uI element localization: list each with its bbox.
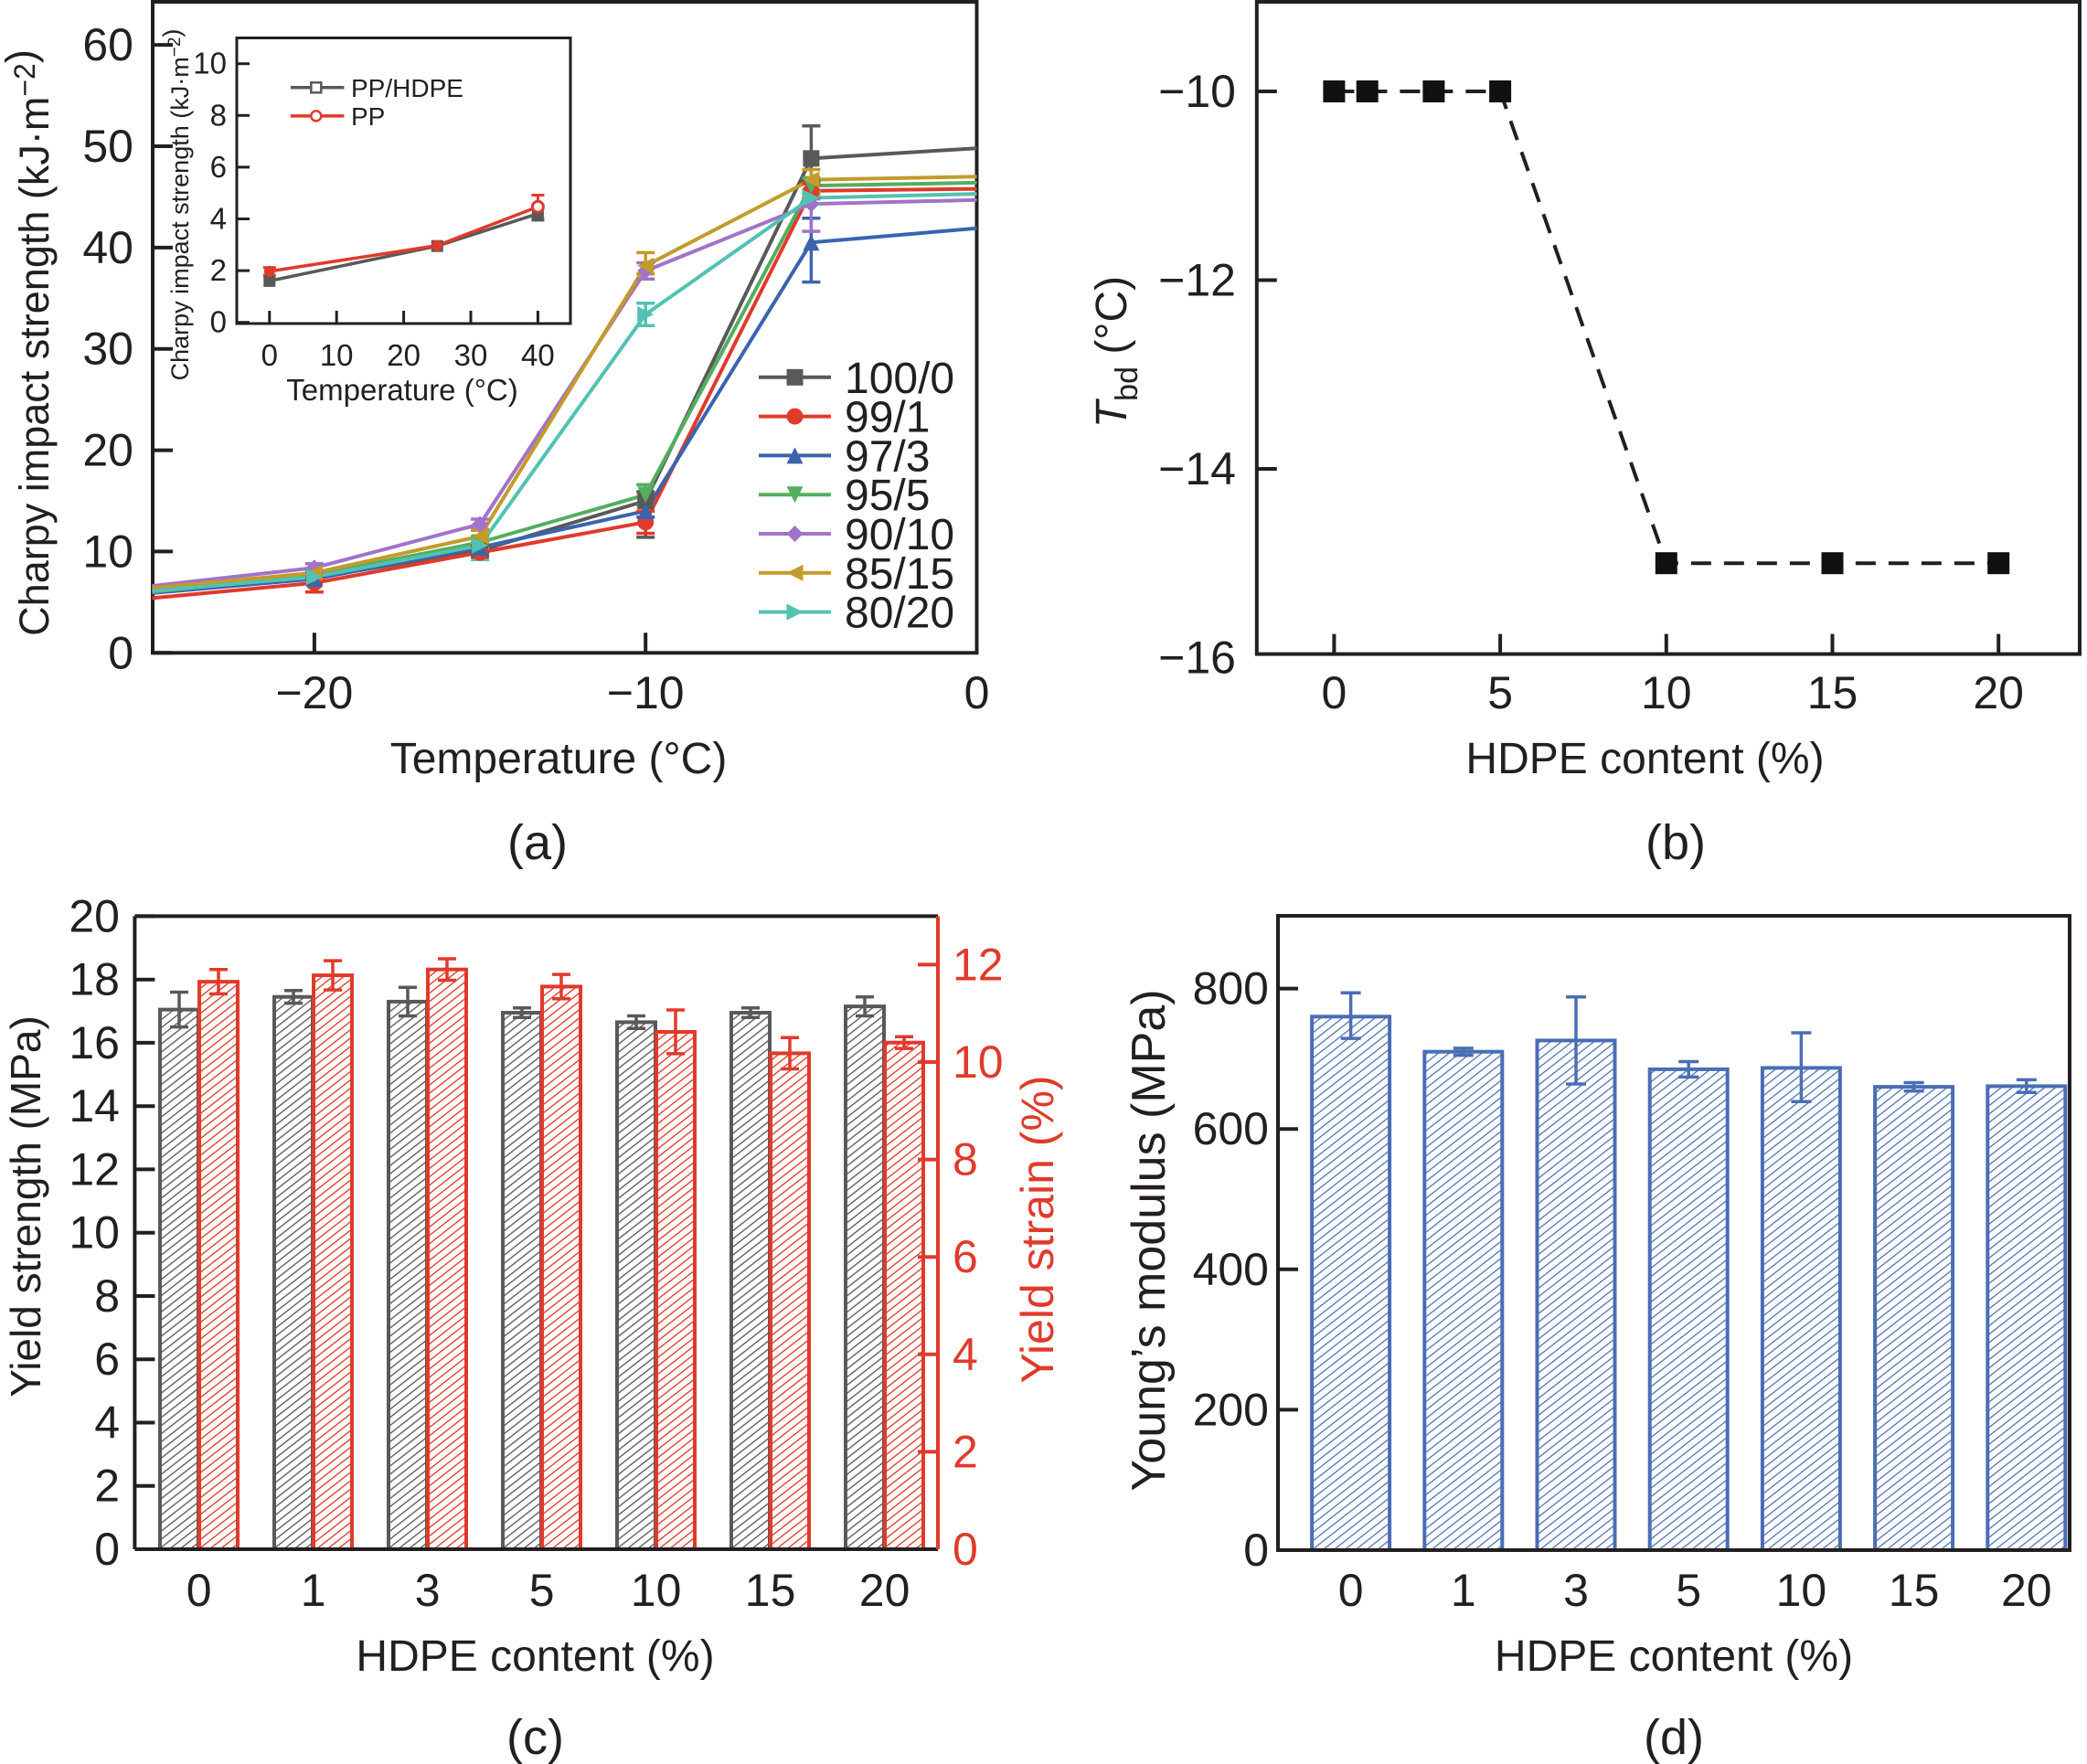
svg-text:4: 4 xyxy=(94,1397,120,1449)
svg-text:2: 2 xyxy=(953,1426,978,1477)
svg-text:20: 20 xyxy=(2001,1565,2052,1616)
svg-text:80/20: 80/20 xyxy=(845,590,954,638)
svg-text:16: 16 xyxy=(69,1017,120,1068)
svg-text:8: 8 xyxy=(210,98,227,132)
svg-text:0: 0 xyxy=(1321,667,1347,718)
svg-text:Temperature (°C): Temperature (°C) xyxy=(286,373,517,407)
svg-text:8: 8 xyxy=(94,1270,120,1322)
svg-text:−14: −14 xyxy=(1158,443,1236,494)
svg-text:40: 40 xyxy=(521,338,555,372)
svg-text:95/5: 95/5 xyxy=(845,472,930,520)
svg-text:−12: −12 xyxy=(1158,255,1236,306)
svg-text:12: 12 xyxy=(953,939,1004,990)
svg-text:99/1: 99/1 xyxy=(845,394,930,442)
svg-text:85/15: 85/15 xyxy=(845,550,954,599)
svg-text:10: 10 xyxy=(320,338,354,372)
svg-text:0: 0 xyxy=(1338,1565,1364,1616)
svg-text:10: 10 xyxy=(631,1565,682,1616)
svg-text:15: 15 xyxy=(1807,667,1858,718)
svg-text:5: 5 xyxy=(529,1565,555,1616)
svg-text:400: 400 xyxy=(1193,1244,1269,1295)
svg-text:0: 0 xyxy=(186,1565,212,1616)
svg-text:0: 0 xyxy=(94,1524,120,1575)
svg-text:0: 0 xyxy=(210,305,227,339)
svg-text:6: 6 xyxy=(94,1334,120,1385)
svg-text:2: 2 xyxy=(94,1461,120,1512)
svg-text:97/3: 97/3 xyxy=(845,432,930,481)
svg-text:14: 14 xyxy=(69,1080,120,1132)
svg-text:(c): (c) xyxy=(506,1710,564,1764)
svg-text:15: 15 xyxy=(1889,1565,1940,1616)
svg-text:5: 5 xyxy=(1487,667,1513,718)
svg-text:−10: −10 xyxy=(1158,66,1236,117)
svg-text:Yield strain (%): Yield strain (%) xyxy=(1012,1075,1063,1383)
svg-text:18: 18 xyxy=(69,954,120,1005)
svg-text:3: 3 xyxy=(1563,1565,1589,1616)
svg-text:10: 10 xyxy=(1641,667,1692,718)
svg-text:HDPE content (%): HDPE content (%) xyxy=(1495,1632,1853,1681)
svg-text:0: 0 xyxy=(108,627,133,678)
svg-text:1: 1 xyxy=(1451,1565,1476,1616)
svg-text:10: 10 xyxy=(953,1036,1004,1088)
svg-text:Temperature (°C): Temperature (°C) xyxy=(390,735,728,783)
svg-text:−10: −10 xyxy=(607,667,685,718)
svg-text:20: 20 xyxy=(82,425,133,476)
svg-text:Yield strength (MPa): Yield strength (MPa) xyxy=(2,1015,49,1397)
svg-text:3: 3 xyxy=(415,1565,441,1616)
svg-text:40: 40 xyxy=(82,222,133,273)
svg-text:20: 20 xyxy=(387,338,421,372)
svg-text:(b): (b) xyxy=(1645,815,1706,870)
svg-text:10: 10 xyxy=(82,526,133,577)
svg-text:20: 20 xyxy=(69,890,120,941)
svg-text:0: 0 xyxy=(1243,1525,1269,1576)
svg-text:600: 600 xyxy=(1193,1103,1269,1154)
svg-text:10: 10 xyxy=(193,47,227,80)
svg-text:5: 5 xyxy=(1676,1565,1701,1616)
svg-text:6: 6 xyxy=(953,1231,978,1282)
svg-text:Young’s modulus (MPa): Young’s modulus (MPa) xyxy=(1123,989,1176,1491)
svg-text:0: 0 xyxy=(964,667,990,718)
svg-text:6: 6 xyxy=(210,150,227,184)
svg-text:HDPE content (%): HDPE content (%) xyxy=(356,1632,714,1681)
svg-text:2: 2 xyxy=(210,253,227,287)
svg-text:20: 20 xyxy=(859,1565,910,1616)
svg-text:PP/HDPE: PP/HDPE xyxy=(351,74,463,102)
svg-text:15: 15 xyxy=(745,1565,796,1616)
svg-text:800: 800 xyxy=(1193,963,1269,1015)
svg-text:90/10: 90/10 xyxy=(845,511,954,559)
svg-text:1: 1 xyxy=(301,1565,326,1616)
svg-text:100/0: 100/0 xyxy=(845,355,954,403)
svg-text:Tbd (°C): Tbd (°C) xyxy=(1088,276,1145,428)
svg-text:20: 20 xyxy=(1973,667,2024,718)
svg-text:4: 4 xyxy=(210,202,227,236)
svg-text:(a): (a) xyxy=(507,815,568,870)
svg-text:(d): (d) xyxy=(1644,1710,1704,1764)
svg-text:4: 4 xyxy=(953,1329,978,1380)
svg-text:30: 30 xyxy=(454,338,488,372)
svg-text:−20: −20 xyxy=(275,667,353,718)
svg-text:10: 10 xyxy=(1776,1565,1827,1616)
svg-text:30: 30 xyxy=(82,324,133,375)
svg-text:0: 0 xyxy=(953,1524,978,1575)
svg-text:HDPE content (%): HDPE content (%) xyxy=(1465,735,1824,783)
svg-text:PP: PP xyxy=(351,102,385,131)
svg-text:10: 10 xyxy=(69,1207,120,1259)
svg-text:−16: −16 xyxy=(1158,632,1236,684)
svg-text:200: 200 xyxy=(1193,1384,1269,1435)
svg-text:60: 60 xyxy=(82,19,133,70)
svg-text:12: 12 xyxy=(69,1143,120,1195)
svg-text:50: 50 xyxy=(82,121,133,172)
svg-text:0: 0 xyxy=(261,338,278,372)
svg-text:8: 8 xyxy=(953,1134,978,1185)
